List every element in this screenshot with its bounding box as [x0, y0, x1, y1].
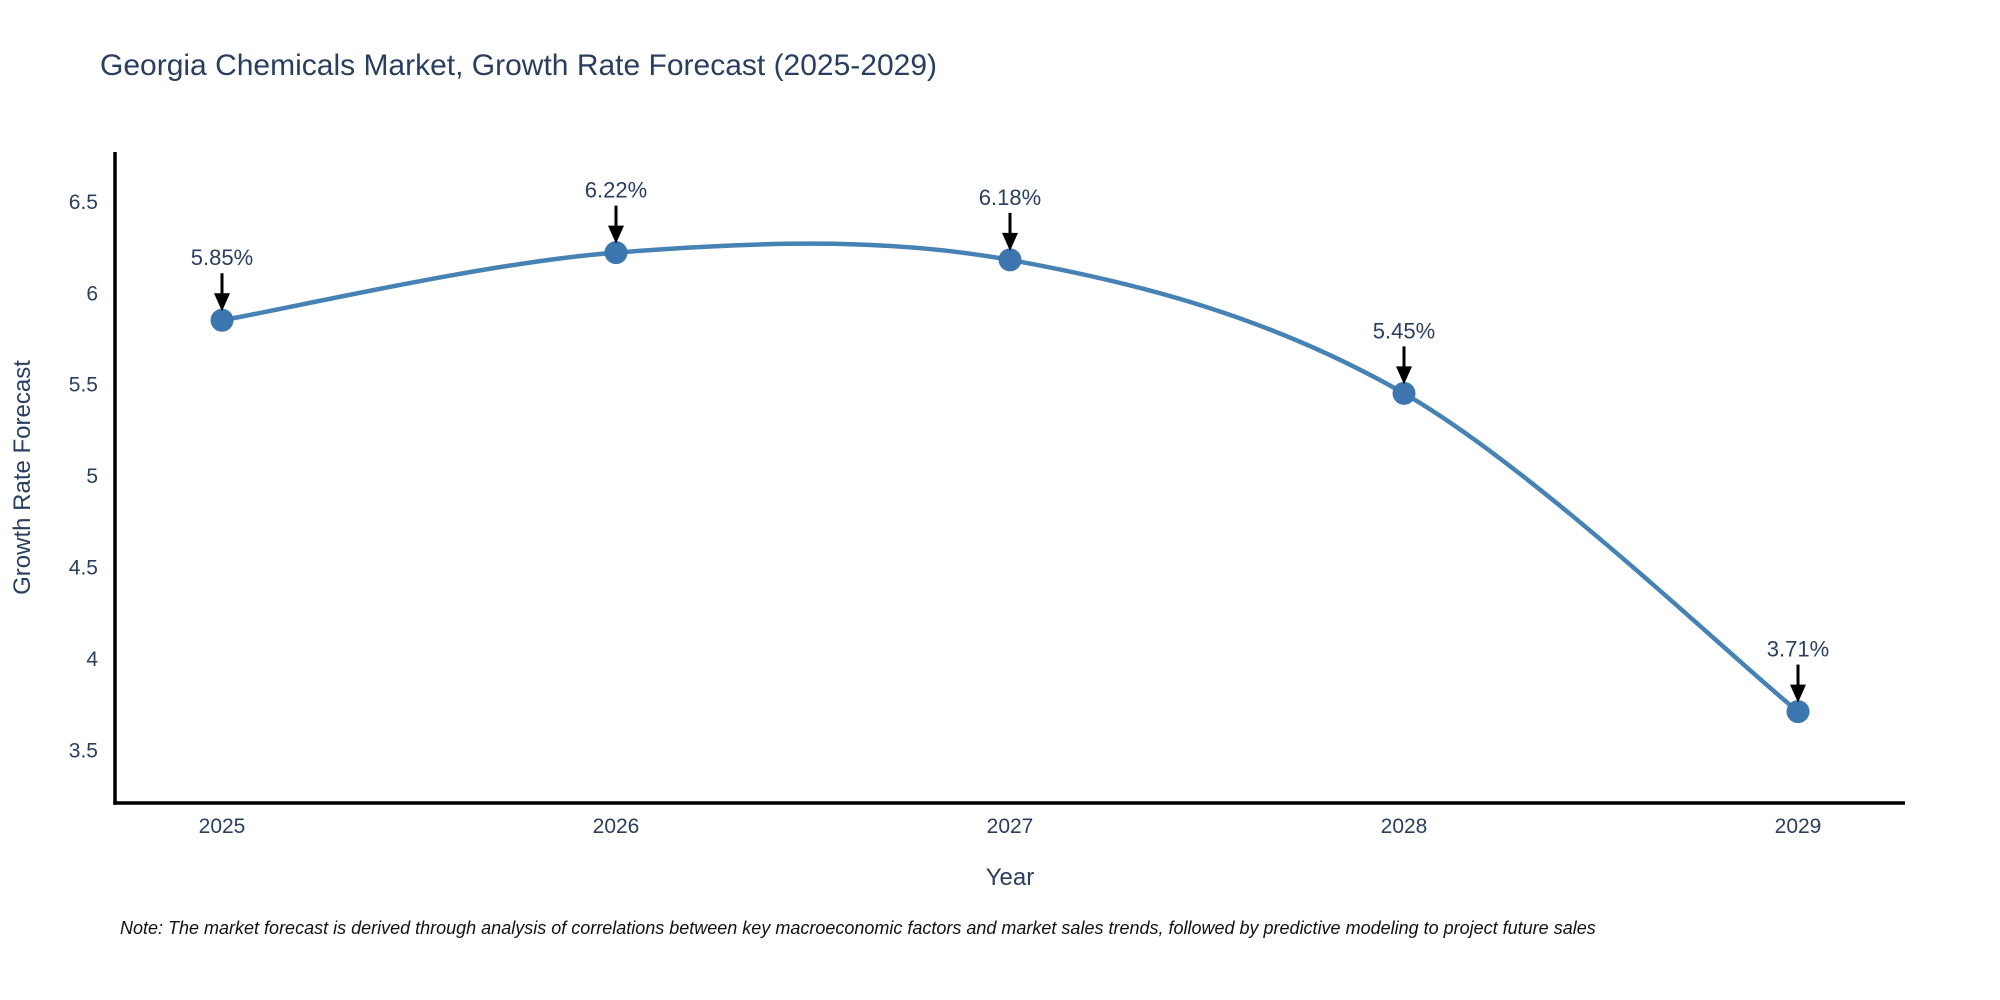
x-tick-label: 2025	[199, 815, 246, 838]
y-axis-title: Growth Rate Forecast	[9, 360, 36, 595]
y-tick-label: 4	[86, 648, 98, 671]
annotation-arrowhead-icon	[1790, 684, 1806, 703]
point-value-label: 6.22%	[585, 178, 647, 203]
footnote: Note: The market forecast is derived thr…	[120, 918, 1596, 938]
y-tick-label: 5.5	[69, 374, 98, 397]
x-tick-label: 2026	[593, 815, 640, 838]
x-axis-title: Year	[986, 864, 1035, 891]
y-tick-label: 6.5	[69, 191, 98, 214]
y-tick-label: 4.5	[69, 557, 98, 580]
annotation-arrowhead-icon	[1396, 366, 1412, 385]
data-point-marker	[210, 308, 234, 332]
point-value-label: 5.85%	[191, 245, 253, 270]
annotation-arrowhead-icon	[214, 293, 230, 312]
y-tick-label: 5	[86, 465, 98, 488]
data-point-marker	[604, 241, 628, 265]
annotation-arrowhead-icon	[608, 225, 624, 244]
x-tick-label: 2028	[1381, 815, 1428, 838]
x-tick-label: 2027	[987, 815, 1034, 838]
forecast-line	[219, 241, 1801, 714]
point-value-label: 6.18%	[979, 185, 1041, 210]
x-tick-label: 2029	[1775, 815, 1822, 838]
point-value-label: 3.71%	[1767, 637, 1829, 662]
data-point-marker	[998, 248, 1022, 272]
data-point-marker	[1392, 381, 1416, 405]
y-tick-label: 3.5	[69, 739, 98, 762]
annotation-arrowhead-icon	[1002, 232, 1018, 251]
point-value-label: 5.45%	[1373, 318, 1435, 343]
chart-title: Georgia Chemicals Market, Growth Rate Fo…	[100, 49, 938, 82]
data-point-marker	[1786, 700, 1810, 724]
y-tick-label: 6	[86, 282, 98, 305]
